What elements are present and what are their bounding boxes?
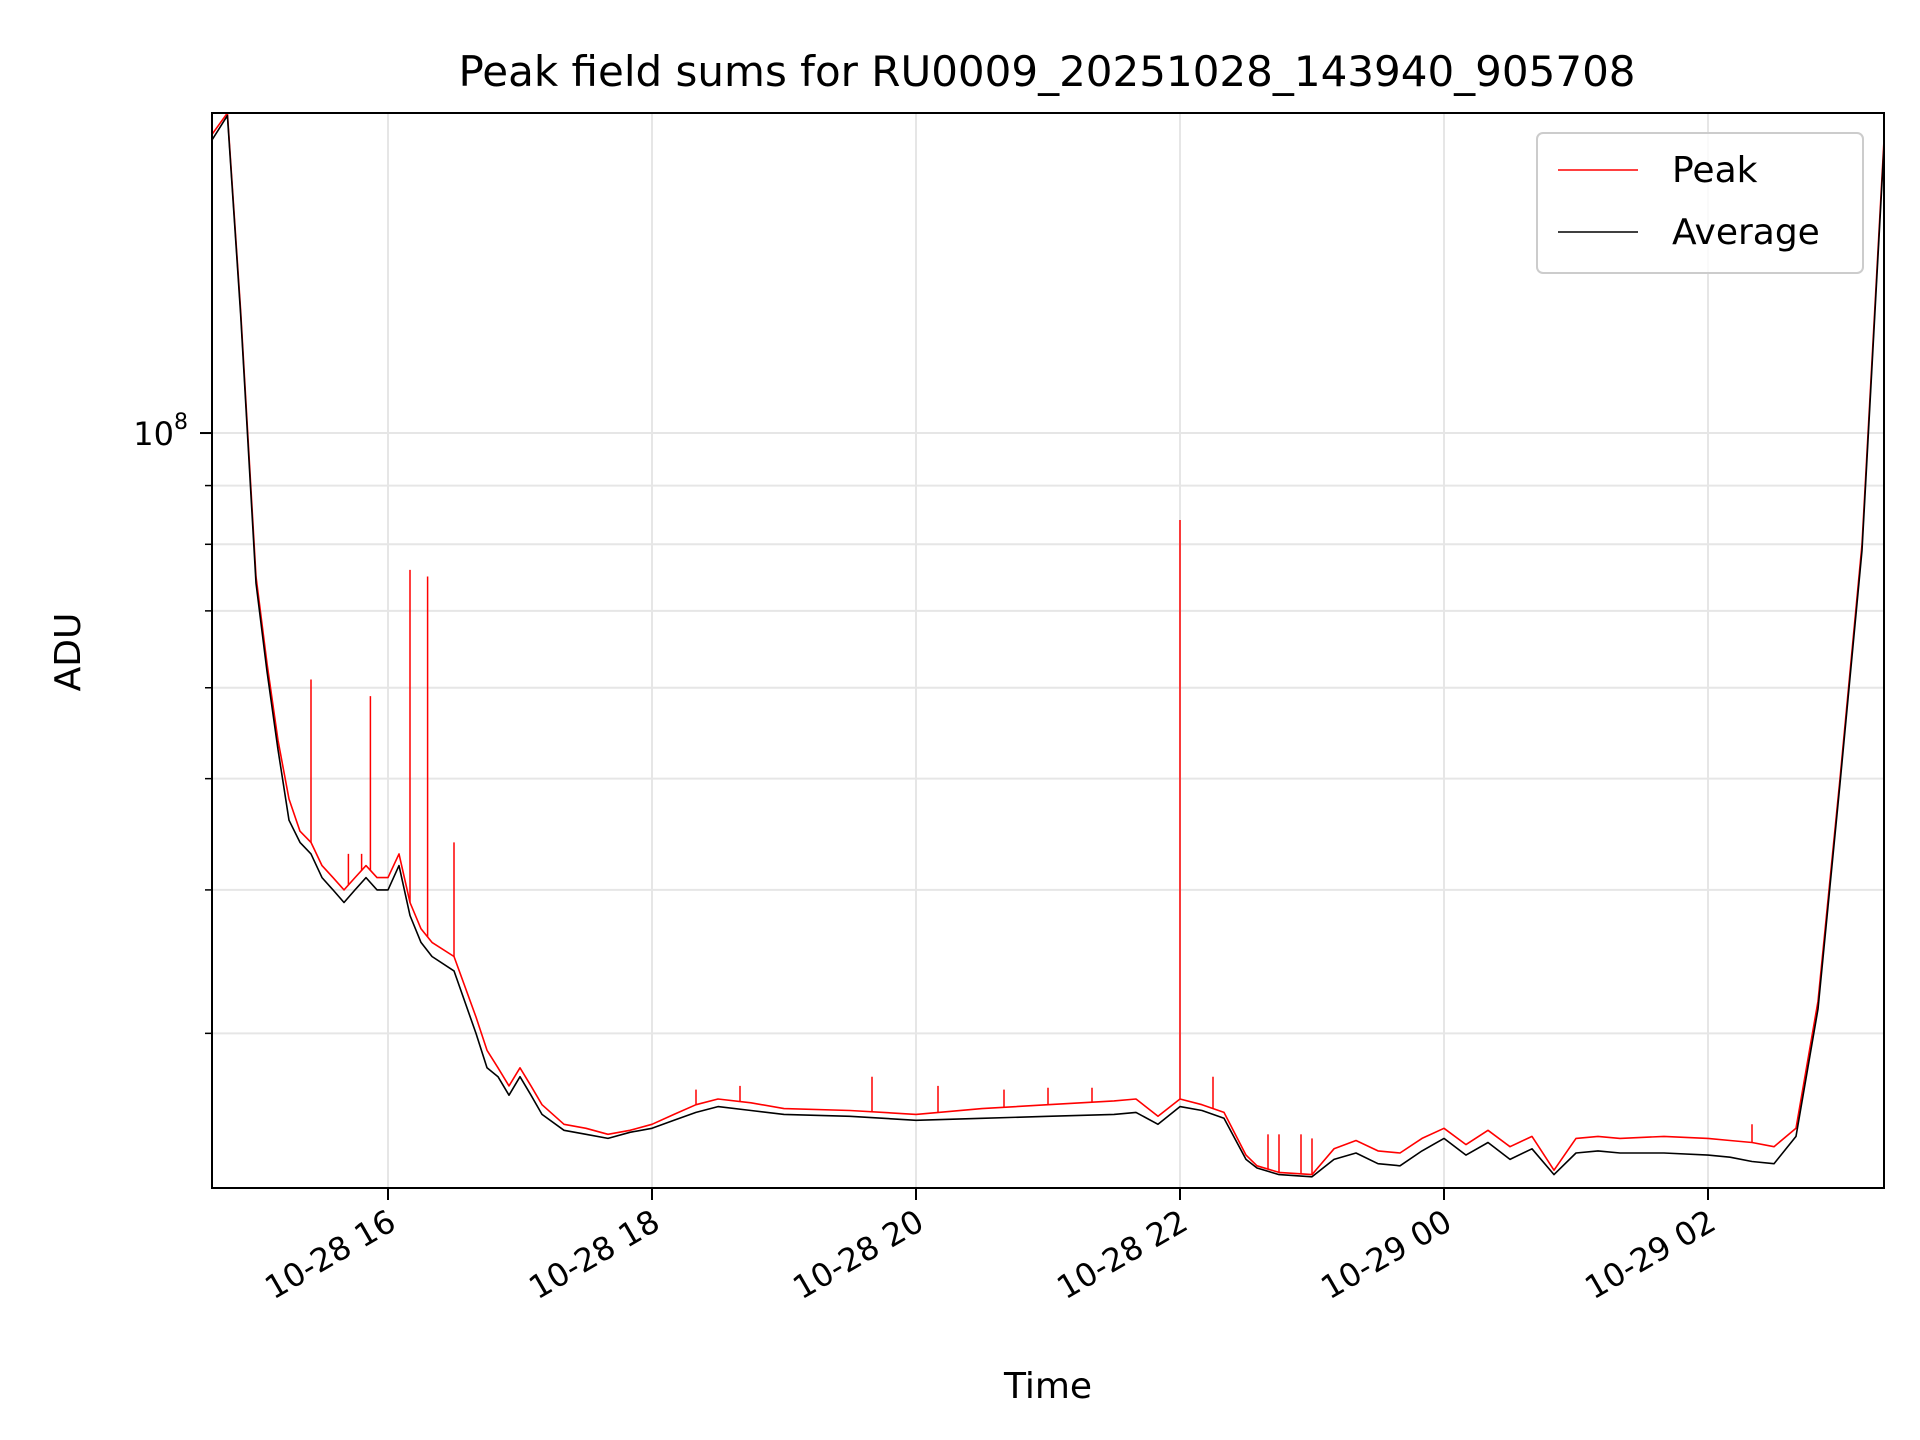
legend-label-average: Average (1672, 212, 1820, 253)
x-axis-label: Time (1003, 1366, 1092, 1407)
legend: Peak Average (1536, 132, 1864, 274)
plot-frame (211, 112, 1885, 1189)
y-axis-label: ADU (48, 613, 89, 692)
legend-label-peak: Peak (1672, 150, 1758, 191)
y-tick-label-0: 108 (133, 410, 188, 453)
grid (212, 113, 1884, 1188)
series-line-peak (212, 113, 1884, 1176)
series-group (212, 113, 1884, 1178)
chart-title: Peak field sums for RU0009_20251028_1439… (458, 47, 1635, 96)
series-line-average (212, 114, 1884, 1178)
legend-box (1536, 132, 1864, 274)
y-axis: 108 (133, 410, 212, 1035)
